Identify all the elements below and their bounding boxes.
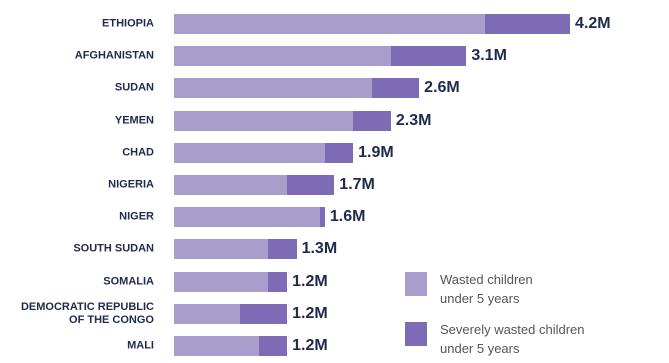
category-label: AFGHANISTAN xyxy=(74,49,154,62)
total-label: 2.6M xyxy=(424,79,460,97)
category-label: SOMALIA xyxy=(103,275,154,288)
category-label: MALI xyxy=(127,339,154,352)
total-label: 2.3M xyxy=(395,111,432,129)
bar-segment xyxy=(320,207,325,228)
legend-label: Severely wasted children under 5 years xyxy=(440,322,585,356)
bar-segment xyxy=(287,175,335,195)
bar-segment xyxy=(258,336,288,356)
legend-swatch xyxy=(405,272,427,296)
bar-segment xyxy=(174,78,373,99)
total-label: 3.1M xyxy=(471,47,507,65)
category-label: YEMEN xyxy=(114,114,154,127)
bar-segment xyxy=(174,207,321,228)
total-label: 1.6M xyxy=(329,208,366,226)
bar-segment xyxy=(174,271,269,292)
total-label: 1.9M xyxy=(358,143,394,161)
total-label: 1.2M xyxy=(292,272,328,290)
bar-segment xyxy=(268,271,288,292)
bar-segment xyxy=(174,239,269,260)
category-label: DEMOCRATIC REPUBLIC OF THE CONGO xyxy=(20,300,154,326)
bar-segment xyxy=(324,142,354,163)
category-label: SOUTH SUDAN xyxy=(73,242,154,255)
bar-segment xyxy=(174,110,354,131)
bar-segment xyxy=(174,46,391,67)
total-label: 4.2M xyxy=(575,15,611,32)
category-label: NIGER xyxy=(119,210,154,223)
bar-segment xyxy=(174,303,240,324)
category-label: NIGERIA xyxy=(108,178,154,191)
category-label: CHAD xyxy=(122,146,154,159)
bar-segment xyxy=(174,175,288,195)
bar-segment xyxy=(372,78,420,99)
total-label: 1.2M xyxy=(292,337,328,354)
legend-swatch xyxy=(405,322,427,346)
total-label: 1.2M xyxy=(292,304,328,322)
bar-segment xyxy=(390,46,467,67)
bar-segment xyxy=(268,239,297,260)
bar-segment xyxy=(240,303,288,324)
category-label: SUDAN xyxy=(114,81,154,94)
category-label: ETHIOPIA xyxy=(102,17,154,30)
bar-segment xyxy=(174,14,486,34)
legend-label: Wasted children under 5 years xyxy=(440,272,533,306)
bar-segment xyxy=(353,110,391,131)
bar-segment xyxy=(174,336,259,356)
total-label: 1.3M xyxy=(301,240,338,258)
bar-segment xyxy=(485,14,571,34)
total-label: 1.7M xyxy=(339,176,375,193)
bar-segment xyxy=(174,142,325,163)
